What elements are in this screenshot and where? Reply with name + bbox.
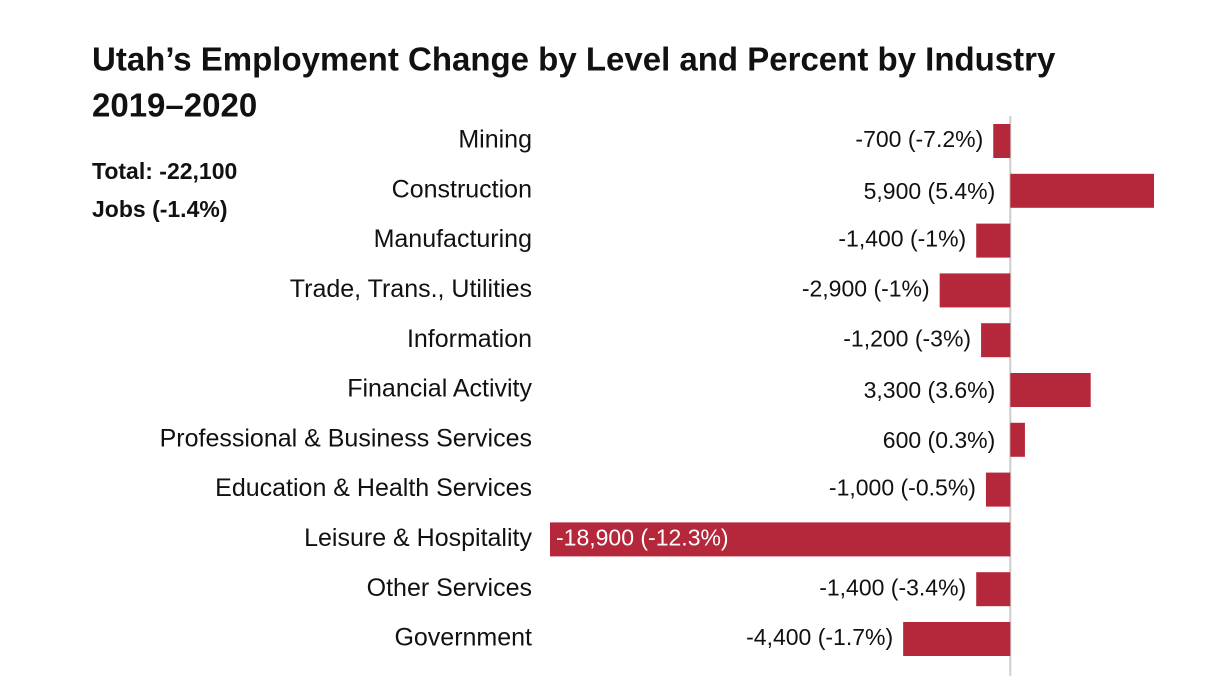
annotation: Jobs (-1.4%) <box>92 196 227 222</box>
value-label: 600 (0.3%) <box>883 427 996 453</box>
category-label: Government <box>394 624 532 652</box>
category-label: Manufacturing <box>374 225 532 253</box>
value-label: 3,300 (3.6%) <box>864 377 996 403</box>
value-label: -1,400 (-1%) <box>838 226 966 252</box>
category-label: Financial Activity <box>347 375 532 403</box>
value-label: -4,400 (-1.7%) <box>746 624 893 650</box>
value-label: -18,900 (-12.3%) <box>556 524 729 550</box>
value-label: -1,400 (-3.4%) <box>819 574 966 600</box>
value-label: -700 (-7.2%) <box>855 126 983 152</box>
bar <box>903 622 1011 656</box>
category-label: Professional & Business Services <box>160 424 532 452</box>
bar <box>985 472 1011 507</box>
value-label: -2,900 (-1%) <box>802 275 930 301</box>
bar <box>1010 422 1025 457</box>
bar <box>1010 373 1091 407</box>
category-label: Other Services <box>367 574 532 602</box>
category-label: Leisure & Hospitality <box>304 524 532 552</box>
category-label: Education & Health Services <box>215 474 532 502</box>
annotation: Total: -22,100 <box>92 158 237 184</box>
category-label: Construction <box>392 175 532 203</box>
bar <box>981 323 1011 358</box>
category-label: Mining <box>458 126 532 154</box>
bar <box>993 124 1011 158</box>
bar <box>550 522 1011 557</box>
bar <box>939 273 1011 308</box>
bar <box>976 572 1011 607</box>
bar <box>976 223 1011 258</box>
category-label: Trade, Trans., Utilities <box>290 275 532 303</box>
chart-subtitle: 2019–2020 <box>92 87 257 124</box>
value-label: 5,900 (5.4%) <box>864 178 996 204</box>
value-label: -1,000 (-0.5%) <box>829 475 976 501</box>
bar <box>1010 173 1154 208</box>
chart-title: Utah’s Employment Change by Level and Pe… <box>92 41 1056 78</box>
value-label: -1,200 (-3%) <box>843 325 971 351</box>
category-label: Information <box>407 325 532 353</box>
